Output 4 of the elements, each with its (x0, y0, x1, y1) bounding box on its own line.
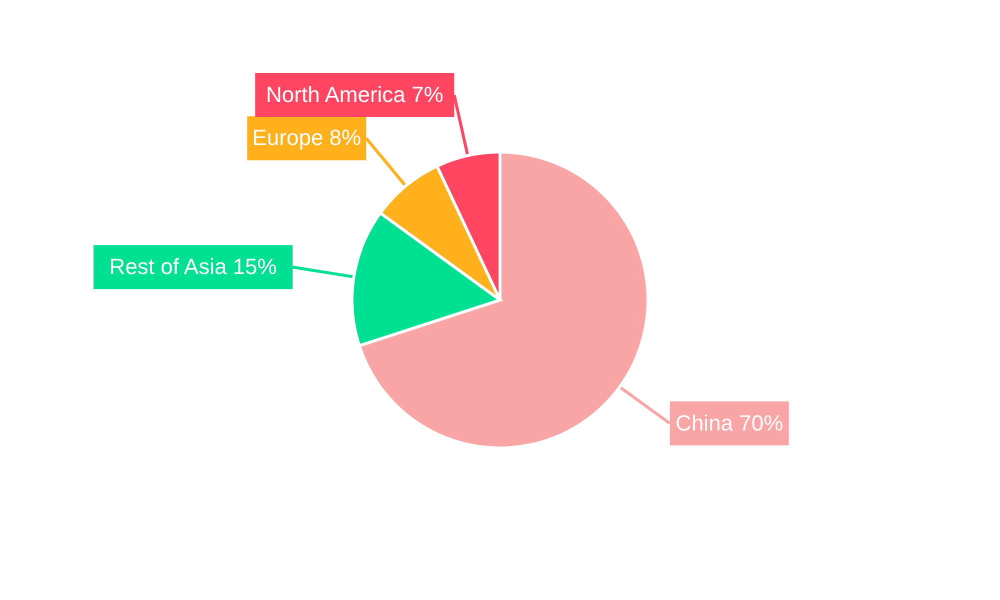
slice-label: Europe 8% (252, 125, 362, 150)
slice-label: North America 7% (266, 82, 444, 108)
slice-label: China 70% (676, 410, 784, 436)
slice-label: Rest of Asia 15% (109, 254, 277, 280)
